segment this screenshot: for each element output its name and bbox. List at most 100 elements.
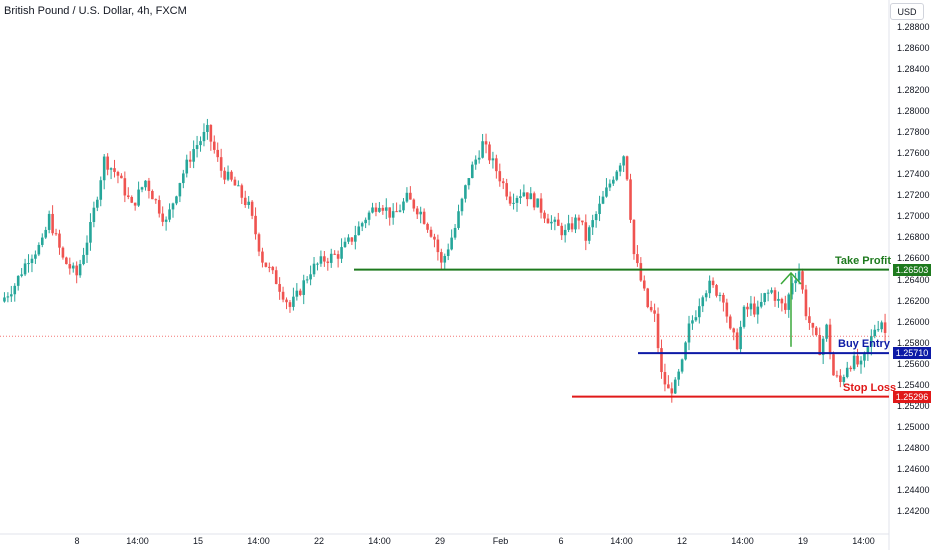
- candle-body: [574, 217, 577, 230]
- y-tick-label: 1.28800: [897, 22, 930, 33]
- y-tick-label: 1.25800: [897, 337, 930, 348]
- candle-body: [75, 265, 78, 276]
- y-tick-label: 1.28600: [897, 43, 930, 54]
- candle-body: [329, 253, 333, 263]
- candle-body: [443, 255, 447, 263]
- candle-body: [206, 124, 209, 132]
- candle-body: [326, 261, 330, 263]
- x-tick-label: 14:00: [368, 536, 391, 546]
- candle-body: [175, 196, 178, 204]
- y-tick-label: 1.27200: [897, 190, 930, 201]
- candle-body: [457, 211, 460, 228]
- candle-body: [168, 209, 171, 220]
- candle-body: [419, 211, 422, 215]
- candle-body: [749, 303, 753, 310]
- candle-body: [333, 253, 336, 255]
- candle-body: [6, 296, 10, 298]
- candle-body: [58, 233, 61, 248]
- candle-body: [698, 306, 701, 318]
- candle-body: [728, 316, 732, 329]
- candle-body: [395, 211, 398, 213]
- candle-body: [340, 247, 343, 259]
- candle-body: [68, 264, 72, 269]
- candle-body: [347, 237, 350, 242]
- candle-body: [216, 149, 220, 158]
- candle-body: [519, 196, 522, 198]
- candle-body: [295, 290, 299, 297]
- candle-body: [766, 292, 770, 294]
- candle-body: [484, 141, 488, 145]
- candle-body: [687, 323, 691, 343]
- x-tick-label: 14:00: [126, 536, 149, 546]
- candle-body: [305, 279, 309, 281]
- candle-body: [450, 237, 453, 250]
- candle-body: [371, 207, 374, 213]
- candle-body: [642, 280, 646, 289]
- candle-body: [852, 355, 856, 370]
- candle-body: [759, 301, 763, 307]
- candle-body: [646, 288, 650, 308]
- candle-body: [625, 156, 629, 180]
- candle-body: [40, 237, 44, 245]
- candle-body: [54, 233, 58, 235]
- candle-body: [787, 294, 791, 310]
- candle-body: [797, 271, 801, 281]
- candle-body: [859, 360, 863, 365]
- candle-body: [677, 371, 680, 380]
- candle-body: [446, 249, 450, 256]
- candle-body: [594, 213, 598, 221]
- candle-body: [488, 144, 491, 161]
- candle-body: [13, 285, 17, 295]
- y-tick-label: 1.24800: [897, 442, 930, 453]
- x-tick-label: 6: [558, 536, 564, 546]
- candle-body: [96, 199, 99, 208]
- candle-body: [876, 329, 880, 331]
- candle-body: [71, 265, 75, 269]
- candle-body: [536, 198, 539, 208]
- candle-body: [34, 254, 37, 259]
- candle-body: [364, 219, 367, 224]
- candle-body: [835, 375, 839, 377]
- candle-body: [694, 317, 698, 321]
- candle-body: [171, 203, 175, 210]
- candle-body: [739, 326, 742, 350]
- candle-body: [37, 244, 41, 255]
- candle-body: [863, 352, 866, 361]
- candle-body: [491, 158, 495, 161]
- candle-body: [402, 201, 405, 211]
- candle-body: [82, 254, 85, 265]
- candle-body: [85, 242, 89, 255]
- candle-body: [790, 283, 794, 295]
- candle-body: [350, 237, 354, 242]
- candle-body: [632, 219, 636, 255]
- candle-body: [474, 159, 478, 165]
- candle-body: [178, 183, 182, 197]
- candle-body: [753, 303, 756, 315]
- candle-body: [412, 199, 416, 209]
- candle-body: [27, 263, 30, 265]
- candle-body: [563, 229, 567, 236]
- candle-body: [161, 213, 164, 222]
- candle-body: [515, 197, 519, 203]
- candle-body: [360, 223, 364, 227]
- candle-body: [570, 223, 574, 230]
- candle-body: [670, 388, 674, 394]
- candle-body: [147, 180, 151, 191]
- candle-body: [388, 207, 392, 218]
- candle-body: [250, 201, 254, 216]
- candle-body: [257, 234, 261, 252]
- candle-body: [856, 355, 859, 365]
- y-tick-label: 1.28400: [897, 64, 930, 75]
- candle-body: [61, 247, 65, 258]
- candle-body: [185, 159, 189, 174]
- currency-button[interactable]: USD: [890, 3, 924, 20]
- candle-body: [240, 185, 244, 198]
- candle-body: [140, 187, 144, 190]
- target-arrow-head: [780, 271, 802, 285]
- candle-body: [556, 219, 560, 226]
- candle-body: [268, 266, 271, 268]
- candle-body: [157, 200, 161, 214]
- candle-body: [298, 290, 302, 295]
- candle-body: [16, 275, 20, 286]
